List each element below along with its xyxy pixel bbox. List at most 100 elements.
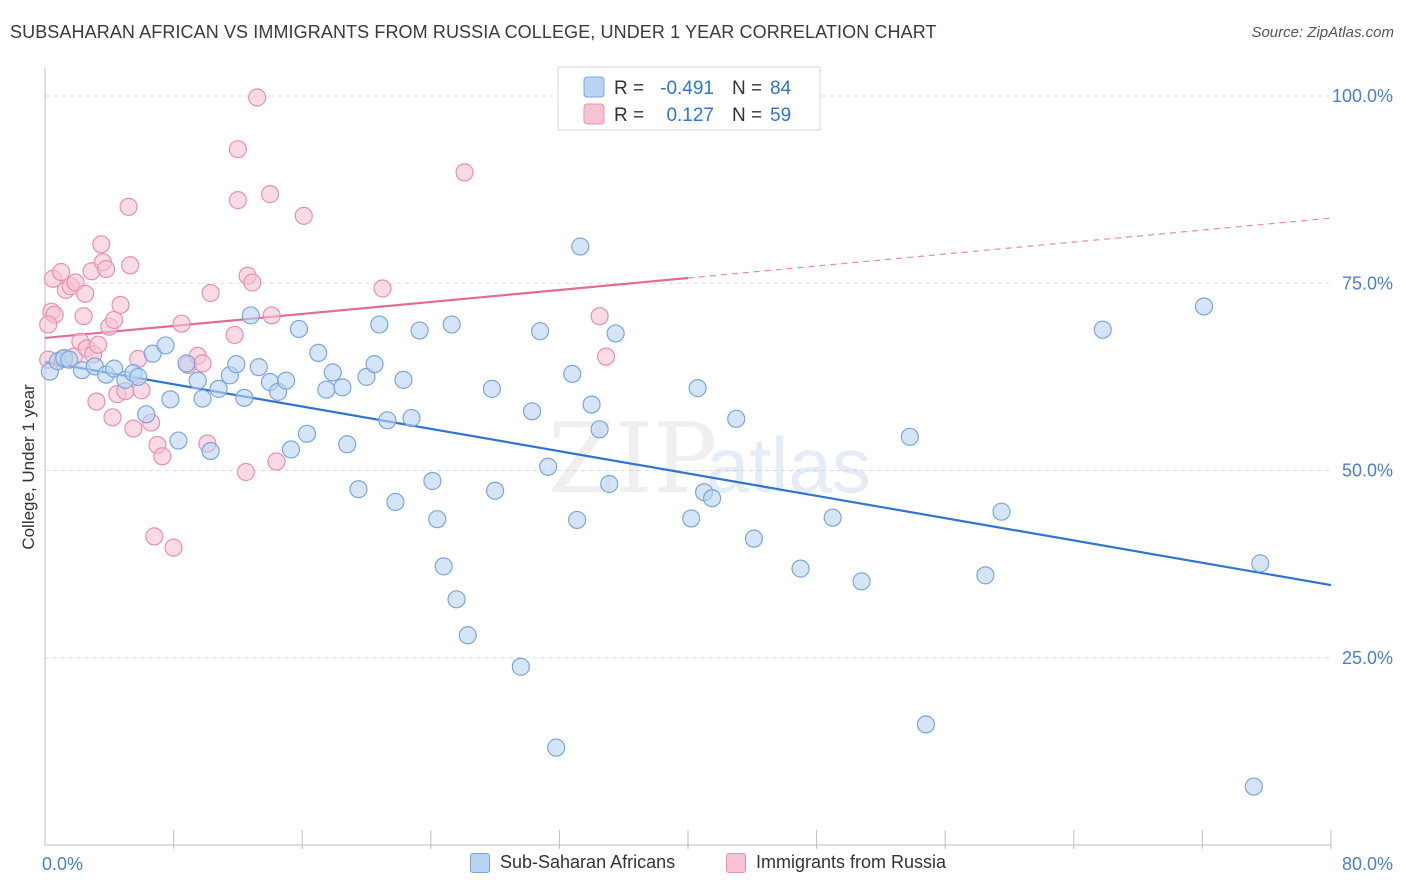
subsaharan-point-41 bbox=[378, 411, 397, 430]
subsaharan-point-73 bbox=[823, 508, 842, 527]
subsaharan-point-74 bbox=[852, 572, 871, 591]
subsaharan-point-18 bbox=[193, 389, 212, 408]
subsaharan-point-72 bbox=[791, 559, 810, 578]
russia-point-28 bbox=[121, 256, 140, 275]
subsaharan-point-57 bbox=[539, 457, 558, 476]
russia-point-46 bbox=[236, 462, 256, 482]
subsaharan-point-7 bbox=[105, 359, 124, 378]
russia-point-52 bbox=[267, 452, 286, 471]
subsaharan-point-54 bbox=[511, 657, 530, 676]
legend-item-russia[interactable]: Immigrants from Russia bbox=[726, 852, 946, 873]
trend-line-russia bbox=[44, 276, 689, 340]
subsaharan-point-71 bbox=[744, 529, 764, 548]
subsaharan-point-45 bbox=[410, 321, 429, 340]
subsaharan-point-39 bbox=[365, 355, 384, 374]
stats-r-label-blue: R = bbox=[614, 78, 644, 99]
russia-point-50 bbox=[260, 185, 280, 204]
stats-r-label-pink: R = bbox=[614, 105, 644, 126]
subsaharan-point-49 bbox=[442, 315, 461, 334]
russia-point-16 bbox=[87, 392, 106, 411]
subsaharan-point-63 bbox=[590, 420, 609, 439]
stats-n-label-pink: N = bbox=[732, 105, 762, 126]
legend-swatch-pink bbox=[726, 852, 746, 873]
subsaharan-point-24 bbox=[241, 306, 260, 325]
trend-line-russia-extrapolated bbox=[687, 217, 1332, 279]
subsaharan-point-60 bbox=[567, 510, 587, 530]
russia-point-27 bbox=[119, 197, 138, 216]
subsaharan-point-61 bbox=[571, 237, 590, 256]
russia-point-45 bbox=[228, 191, 247, 210]
watermark: ZIP atlas bbox=[548, 403, 871, 515]
x-tick-labels: 0.0% 80.0% bbox=[42, 854, 1393, 874]
subsaharan-point-50 bbox=[447, 590, 466, 609]
subsaharan-point-15 bbox=[169, 431, 188, 450]
watermark-zip: ZIP bbox=[548, 403, 717, 515]
subsaharan-point-65 bbox=[606, 324, 625, 343]
subsaharan-point-20 bbox=[209, 379, 228, 398]
russia-point-54 bbox=[373, 279, 392, 298]
russia-point-29 bbox=[124, 419, 143, 438]
russia-point-49 bbox=[248, 88, 267, 107]
subsaharan-point-81 bbox=[1244, 777, 1263, 796]
subsaharan-point-29 bbox=[281, 440, 301, 459]
subsaharan-point-35 bbox=[333, 378, 352, 397]
subsaharan-point-66 bbox=[682, 509, 701, 528]
chart-title: SUBSAHARAN AFRICAN VS IMMIGRANTS FROM RU… bbox=[10, 22, 937, 42]
subsaharan-point-69 bbox=[703, 489, 722, 508]
subsaharan-point-67 bbox=[688, 379, 707, 398]
subsaharan-point-76 bbox=[916, 715, 936, 734]
subsaharan-point-40 bbox=[370, 315, 389, 334]
russia-point-51 bbox=[262, 306, 281, 325]
russia-point-44 bbox=[228, 140, 247, 159]
stats-r-value-pink: 0.127 bbox=[666, 105, 714, 126]
subsaharan-point-64 bbox=[600, 474, 619, 494]
russia-point-53 bbox=[294, 206, 313, 225]
subsaharan-point-44 bbox=[402, 408, 421, 428]
y-tick-label-1: 75.0% bbox=[1342, 273, 1393, 293]
russia-point-11 bbox=[74, 307, 93, 326]
subsaharan-point-19 bbox=[201, 441, 220, 461]
subsaharan-point-52 bbox=[482, 379, 501, 398]
russia-point-12 bbox=[76, 284, 95, 303]
subsaharan-point-17 bbox=[188, 371, 207, 390]
stats-n-label-blue: N = bbox=[732, 78, 762, 99]
y-tick-label-3: 25.0% bbox=[1342, 648, 1393, 668]
russia-point-40 bbox=[193, 354, 212, 373]
russia-point-22 bbox=[103, 408, 122, 427]
subsaharan-point-78 bbox=[992, 502, 1011, 521]
subsaharan-point-79 bbox=[1093, 320, 1112, 339]
subsaharan-point-42 bbox=[386, 492, 405, 512]
subsaharan-point-14 bbox=[161, 390, 180, 409]
legend-label-russia: Immigrants from Russia bbox=[756, 852, 947, 872]
russia-point-42 bbox=[201, 283, 220, 303]
russia-point-18 bbox=[92, 235, 111, 254]
subsaharan-point-77 bbox=[976, 566, 995, 585]
legend-item-subsaharan[interactable]: Sub-Saharan Africans bbox=[470, 852, 675, 873]
russia-point-36 bbox=[164, 538, 183, 557]
russia-point-25 bbox=[111, 295, 130, 315]
russia-point-56 bbox=[590, 307, 609, 326]
subsaharan-point-48 bbox=[434, 557, 453, 576]
subsaharan-point-10 bbox=[129, 367, 148, 386]
subsaharan-point-51 bbox=[458, 626, 477, 645]
stats-legend: R = -0.491 N = 84 R = 0.127 N = 59 bbox=[557, 66, 821, 131]
subsaharan-point-11 bbox=[137, 405, 156, 424]
russia-point-48 bbox=[243, 273, 262, 292]
russia-point-33 bbox=[145, 527, 164, 546]
y-tick-label-2: 50.0% bbox=[1342, 461, 1393, 481]
subsaharan-point-75 bbox=[900, 427, 919, 446]
series-russia-points bbox=[39, 88, 616, 557]
subsaharan-point-31 bbox=[297, 424, 317, 443]
russia-point-35 bbox=[153, 447, 172, 466]
y-tick-labels: 100.0% 75.0% 50.0% 25.0% bbox=[1332, 86, 1393, 668]
subsaharan-point-59 bbox=[563, 364, 582, 383]
russia-point-23 bbox=[105, 310, 124, 330]
subsaharan-point-55 bbox=[522, 402, 542, 421]
trend-line-subsaharan bbox=[44, 360, 1332, 587]
subsaharan-point-47 bbox=[428, 510, 447, 529]
y-tick-label-0: 100.0% bbox=[1332, 86, 1393, 106]
subsaharan-point-22 bbox=[227, 355, 246, 374]
russia-point-17 bbox=[88, 335, 108, 354]
subsaharan-point-58 bbox=[547, 738, 566, 757]
